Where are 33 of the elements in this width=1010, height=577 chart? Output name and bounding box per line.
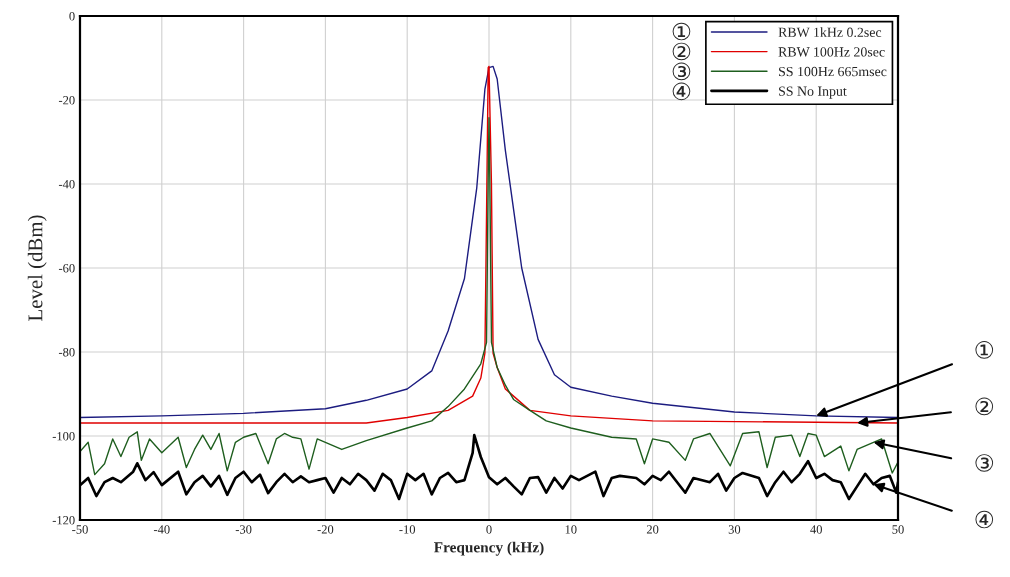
y-tick-label: -60: [58, 264, 75, 273]
annotation: ③: [672, 62, 691, 81]
x-tick-label: -10: [399, 525, 416, 534]
y-tick-label: -40: [58, 180, 75, 189]
x-tick-label: -30: [235, 525, 252, 534]
legend-label: RBW 100Hz 20sec: [778, 47, 885, 57]
x-tick-label: 40: [810, 525, 822, 534]
x-tick-label: 20: [646, 525, 659, 534]
y-tick-label: -120: [52, 516, 75, 525]
x-axis-title: Frequency (kHz): [434, 541, 544, 556]
x-tick-label: -40: [153, 525, 170, 534]
legend-label: RBW 1kHz 0.2sec: [778, 27, 882, 38]
legend-label: SS 100Hz 665msec: [779, 66, 887, 77]
y-tick-label: -20: [58, 96, 75, 105]
annotation: ④: [975, 510, 994, 529]
legend-label: SS No Input: [779, 86, 847, 99]
annotation: ④: [672, 82, 691, 101]
y-tick-label: -100: [52, 432, 75, 441]
x-tick-label: 10: [565, 525, 577, 534]
annotation: ①: [672, 22, 691, 41]
y-axis-title: Level (dBm): [27, 215, 47, 321]
annotation: ②: [975, 397, 994, 416]
annotation: ②: [672, 42, 691, 61]
x-tick-label: 0: [486, 525, 492, 534]
y-tick-label: -80: [58, 348, 75, 357]
x-tick-label: 50: [892, 525, 904, 534]
annotation: ③: [975, 454, 994, 472]
line-series: [80, 116, 898, 476]
annotation: ①: [975, 341, 994, 359]
x-tick-label: -20: [317, 525, 334, 534]
x-tick-label: 30: [728, 525, 741, 534]
x-tick-label: -50: [72, 525, 88, 534]
y-tick-label: 0: [69, 12, 75, 21]
